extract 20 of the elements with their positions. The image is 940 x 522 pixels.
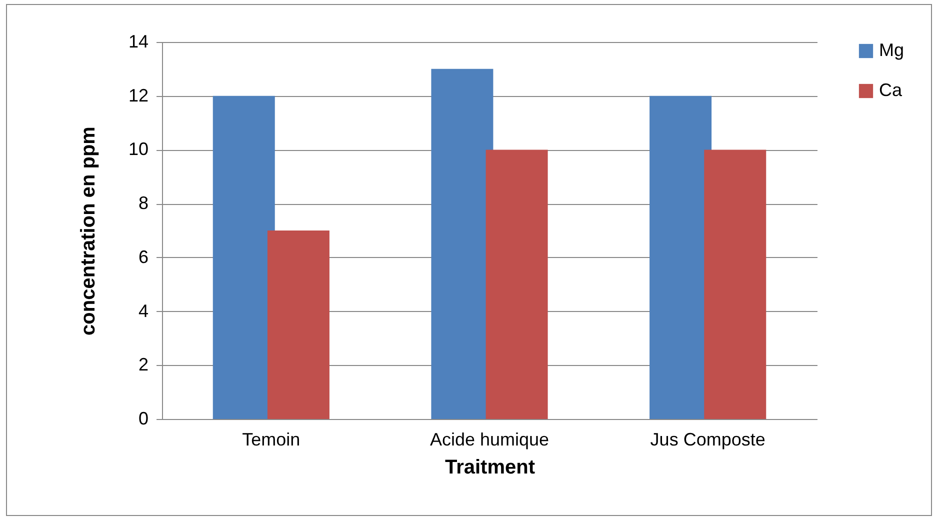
y-tick-label: 4 (138, 300, 148, 321)
y-tick-label: 8 (138, 193, 148, 214)
y-tick-label: 0 (138, 408, 148, 428)
y-tick-label: 14 (128, 32, 148, 52)
legend-label: Ca (879, 80, 903, 100)
y-tick-label: 10 (128, 139, 148, 160)
bar (267, 230, 330, 419)
x-tick-label: Temoin (242, 430, 300, 450)
x-tick-label: Jus Composte (650, 430, 766, 450)
x-tick-label: Acide humique (430, 430, 550, 450)
legend-label: Mg (879, 40, 904, 60)
y-tick-label: 12 (128, 85, 148, 106)
x-axis-title: Traitment (444, 456, 536, 478)
y-tick-label: 2 (138, 354, 148, 375)
bar (212, 96, 275, 419)
bar (431, 68, 494, 419)
bar (486, 150, 548, 419)
bar (704, 150, 766, 419)
y-axis-title: concentration en ppm (77, 126, 100, 336)
y-tick-label: 6 (138, 246, 148, 267)
